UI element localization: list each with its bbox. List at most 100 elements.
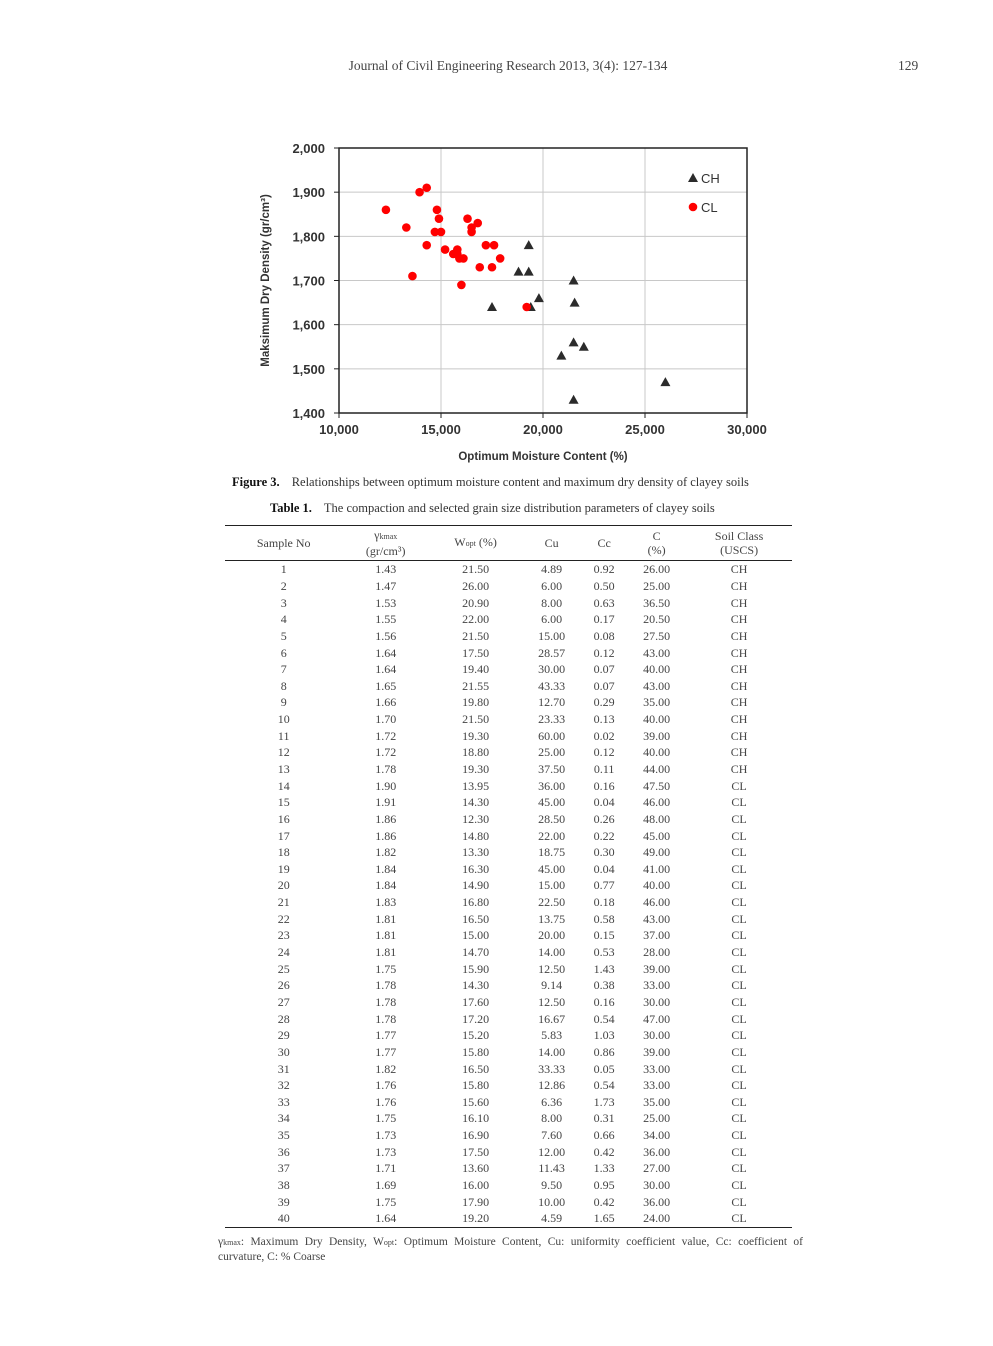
cell-max-dry-density: 1.86 [375,811,397,826]
cell-sample-no: 5 [280,628,287,643]
y-tick-label: 1,600 [292,318,325,333]
cell-cu: 45.00 [538,795,566,810]
cell-cu: 60.00 [538,728,566,743]
gamma-subscript: kmax [379,532,398,541]
cell-soil-class: CH [730,678,748,693]
cell-opt-moisture: 19.30 [462,762,490,776]
table-row: 34 1.75 16.10 8.00 0.31 25.00 CL [225,1110,792,1127]
cell-max-dry-density: 1.75 [375,1111,397,1126]
cell-sample-no: 12 [277,745,290,760]
cell-opt-moisture: 13.60 [462,1161,490,1176]
cell-sample-no: 26 [277,978,290,993]
cell-sample-no: 1 [280,562,287,577]
cell-cc: 0.86 [593,1044,615,1059]
fn-gamma: γ [218,1236,224,1248]
fn-text2: : Optimum Moisture Content, Cu: uniformi… [218,1236,803,1263]
cell-soil-class: CL [731,1194,747,1209]
data-point-ch [660,377,671,387]
cell-max-dry-density: 1.91 [375,795,397,810]
cell-cc: 0.11 [593,762,615,776]
cell-sample-no: 14 [277,778,290,793]
legend-marker-cl [688,202,698,212]
table-row: 28 1.78 17.20 16.67 0.54 47.00 CL [225,1010,792,1027]
cell-opt-moisture: 13.30 [462,845,490,860]
cell-max-dry-density: 1.55 [375,612,397,627]
cell-sample-no: 15 [277,795,290,810]
cell-cu: 12.70 [538,695,566,710]
cell-opt-moisture: 19.30 [462,728,490,743]
data-point-cl [487,262,497,272]
cell-cc: 0.04 [593,795,615,810]
cell-cu: 37.50 [538,762,566,776]
cell-soil-class: CL [731,1061,747,1076]
cell-soil-class: CL [731,1128,747,1143]
table-row: 16 1.86 12.30 28.50 0.26 48.00 CL [225,811,792,828]
cell-soil-class: CH [730,662,748,677]
cell-cu: 14.00 [538,945,566,960]
data-point-cl [408,271,417,281]
cell-coarse: 47.00 [643,1011,671,1026]
cell-max-dry-density: 1.76 [375,1078,397,1093]
cell-soil-class: CH [730,712,748,727]
table-row: 24 1.81 14.70 14.00 0.53 28.00 CL [225,944,792,961]
table-row: 18 1.82 13.30 18.75 0.30 49.00 CL [225,844,792,861]
cell-cu: 18.75 [538,845,566,860]
cell-opt-moisture: 21.50 [462,562,490,577]
cell-cc: 0.02 [593,728,615,743]
cell-coarse: 27.00 [643,1161,671,1176]
table-row: 8 1.65 21.55 43.33 0.07 43.00 CH [225,677,792,694]
data-point-ch [569,297,580,307]
x-tick-label: 30,000 [727,422,767,437]
table-row: 15 1.91 14.30 45.00 0.04 46.00 CL [225,794,792,811]
cell-soil-class: CH [730,645,748,660]
legend-marker-ch [688,173,698,182]
cell-soil-class: CH [730,745,748,760]
cell-cu: 23.33 [538,712,566,727]
w-subscript: opt [465,539,476,548]
cell-max-dry-density: 1.64 [342,1209,430,1228]
cell-cu: 12.50 [538,994,566,1009]
cell-cc: 1.33 [593,1161,615,1176]
cell-coarse: 39.00 [643,961,671,976]
cell-max-dry-density: 1.90 [375,778,397,793]
cell-cc: 0.42 [593,1144,615,1159]
cell-soil-class: CL [731,928,747,943]
data-point-ch [568,337,579,347]
cell-max-dry-density: 1.78 [375,1011,397,1026]
table-row: 27 1.78 17.60 12.50 0.16 30.00 CL [225,994,792,1011]
cell-coarse: 39.00 [643,728,671,743]
cell-soil-class: CH [730,562,748,577]
cell-sample-no: 28 [277,1011,290,1026]
cell-cc: 0.15 [593,928,615,943]
cell-soil-class: CL [731,911,747,926]
cell-coarse: 40.00 [643,662,671,677]
data-point-ch [533,293,544,303]
cell-coarse: 35.00 [643,695,671,710]
figure-caption-text: Relationships between optimum moisture c… [291,475,749,489]
x-tick-label: 15,000 [421,422,461,437]
data-point-cl [459,254,468,263]
y-tick-label: 2,000 [292,141,325,156]
cell-sample-no: 36 [277,1144,290,1159]
cell-soil-class: CL [731,861,747,876]
cell-cc: 0.50 [593,578,615,593]
cell-coarse: 40.00 [643,878,671,893]
data-point-ch [523,240,534,250]
cell-sample-no: 9 [280,695,287,710]
cell-sample-no: 8 [280,678,287,693]
data-point-ch [568,394,579,404]
cell-soil-class: CL [731,1044,747,1059]
table-row: 37 1.71 13.60 11.43 1.33 27.00 CL [225,1160,792,1177]
cell-cu: 28.57 [538,645,566,660]
cell-max-dry-density: 1.65 [375,678,397,693]
cell-soil-class: CL [731,1144,747,1159]
cell-soil-class: CH [730,578,748,593]
cell-sample-no: 23 [277,928,290,943]
scatter-chart: 10,000 15,000 20,000 25,000 30,000 1,400 1,500… [260,141,767,463]
cell-sample-no: 33 [277,1094,290,1109]
cell-cc: 0.29 [593,695,615,710]
cell-opt-moisture: 16.10 [462,1111,490,1126]
table-row: 5 1.56 21.50 15.00 0.08 27.50 CH [225,628,792,645]
data-point-cl [422,240,432,250]
cell-soil-class: CL [731,1111,747,1126]
